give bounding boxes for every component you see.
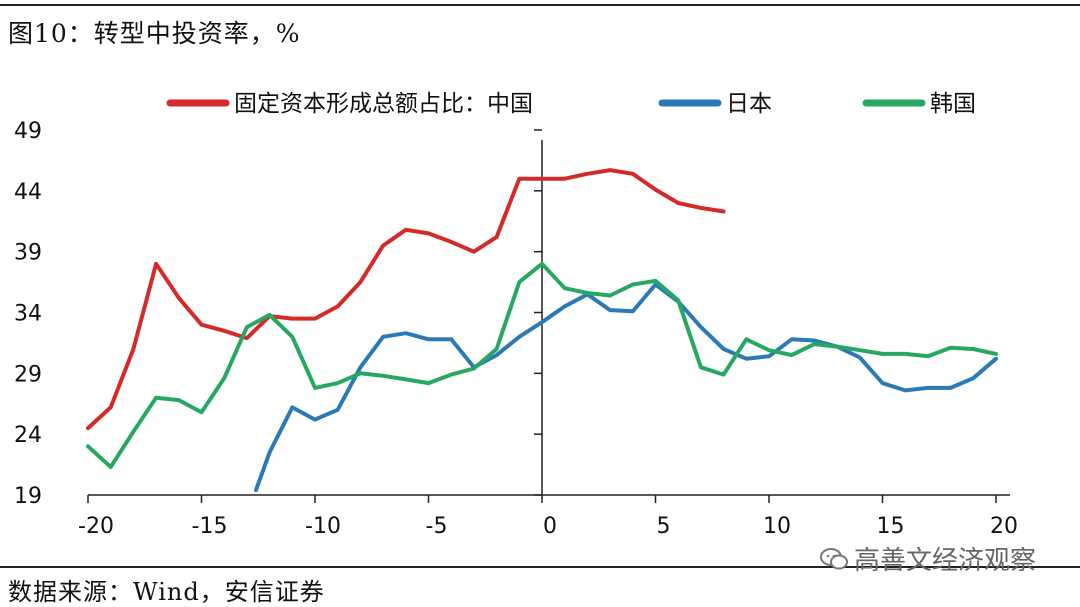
y-tick-label: 19 — [14, 484, 42, 509]
series-line — [86, 168, 726, 431]
line-chart: -20 -15 -10 -5 0 5 10 15 20 19 24 29 34 39 44 49 固定资本形成… — [14, 91, 1018, 539]
legend-label: 韩国 — [930, 91, 976, 117]
tick-labels: -20 -15 -10 -5 0 5 10 15 20 19 24 29 34 39 44 49 — [14, 119, 1018, 539]
y-tick-label: 34 — [14, 302, 42, 327]
x-tick-label: 20 — [990, 514, 1018, 539]
wechat-icon — [820, 547, 848, 569]
x-tick-label: 10 — [763, 514, 791, 539]
x-tick-label: -15 — [192, 514, 228, 539]
bottom-rule — [0, 566, 1080, 568]
x-tick-label: -20 — [78, 514, 114, 539]
legend: 固定资本形成总额占比：中国 日本 韩国 — [166, 91, 976, 117]
watermark-text: 高善文经济观察 — [854, 546, 1037, 576]
x-tick-label: -10 — [305, 514, 341, 539]
series-line — [86, 261, 998, 469]
y-tick-label: 29 — [14, 362, 42, 387]
chart-title: 图10：转型中投资率，% — [8, 19, 301, 48]
x-tick-label: 5 — [657, 514, 671, 539]
y-tick-label: 39 — [14, 241, 42, 266]
y-tick-label: 24 — [14, 423, 42, 448]
watermark: 高善文经济观察 — [820, 540, 1036, 577]
x-tick-label: 15 — [877, 514, 905, 539]
y-tick-label: 44 — [14, 180, 42, 205]
series-line — [254, 282, 998, 493]
data-source: 数据来源：Wind，安信证券 — [8, 578, 325, 606]
legend-label: 日本 — [726, 91, 772, 117]
legend-label: 固定资本形成总额占比：中国 — [234, 91, 533, 117]
axes — [87, 129, 1010, 503]
series-lines — [86, 168, 998, 493]
x-tick-label: 0 — [543, 514, 557, 539]
top-rule — [0, 4, 1080, 6]
y-tick-label: 49 — [14, 119, 42, 144]
x-tick-label: -5 — [426, 514, 448, 539]
